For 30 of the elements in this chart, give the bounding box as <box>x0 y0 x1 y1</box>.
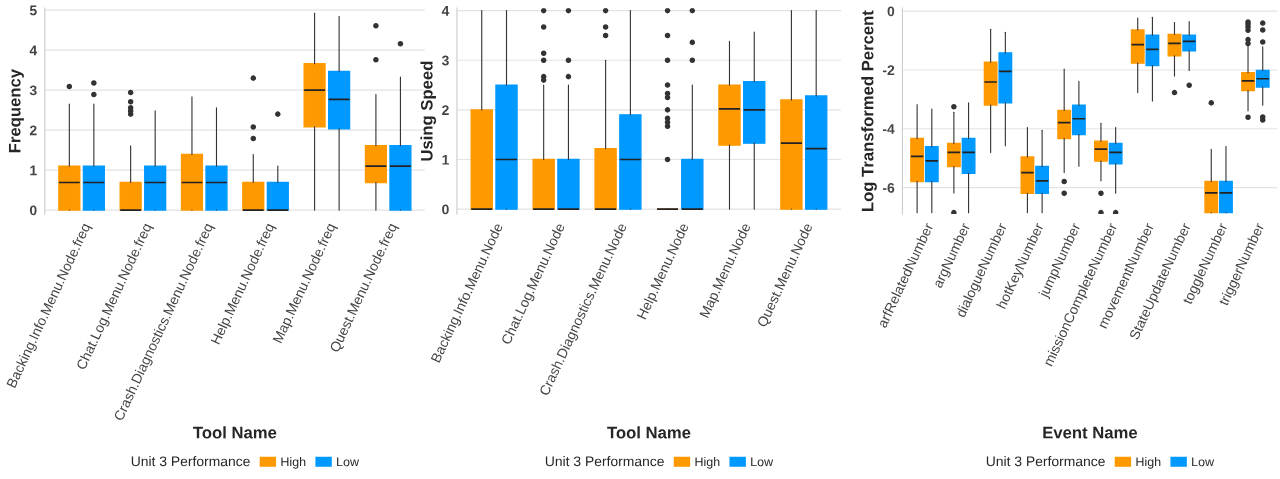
y-tick-label: -2 <box>882 65 895 75</box>
y-tick-label: -6 <box>882 182 895 193</box>
y-tick-label: 3 <box>29 85 37 96</box>
legend-label: Low <box>337 457 360 467</box>
y-tick-label: 4 <box>29 45 38 56</box>
y-tick-label: 0 <box>887 6 895 17</box>
y-axis-title: Log Transformed Percent <box>861 10 877 211</box>
legend-title: Unit 3 Performance <box>131 456 250 467</box>
legend-label: Low <box>1192 457 1215 467</box>
y-tick-label: 1 <box>442 155 449 165</box>
legend-label: High <box>1136 457 1161 469</box>
legend-label: Low <box>751 457 774 467</box>
y-tick-label: 4 <box>441 6 450 16</box>
y-tick-label: 3 <box>441 55 449 66</box>
y-tick-label: 5 <box>29 5 37 16</box>
y-axis-title: Frequency <box>8 69 24 153</box>
y-axis-title: Using Speed <box>420 61 437 161</box>
x-axis-title: Tool Name <box>607 426 691 439</box>
y-tick-label: -4 <box>882 124 895 134</box>
x-axis-title: Event Name <box>1043 426 1138 439</box>
y-tick-label: 2 <box>29 125 37 136</box>
x-axis-title: Tool Name <box>193 426 277 439</box>
y-tick-label: 1 <box>30 165 37 176</box>
legend-label: High <box>695 457 720 469</box>
legend-title: Unit 3 Performance <box>986 456 1105 467</box>
y-tick-label: 0 <box>442 204 449 215</box>
y-tick-label: 0 <box>29 205 37 216</box>
legend-title: Unit 3 Performance <box>545 456 664 467</box>
y-tick-label: 2 <box>442 105 449 115</box>
legend-label: High <box>281 457 306 469</box>
